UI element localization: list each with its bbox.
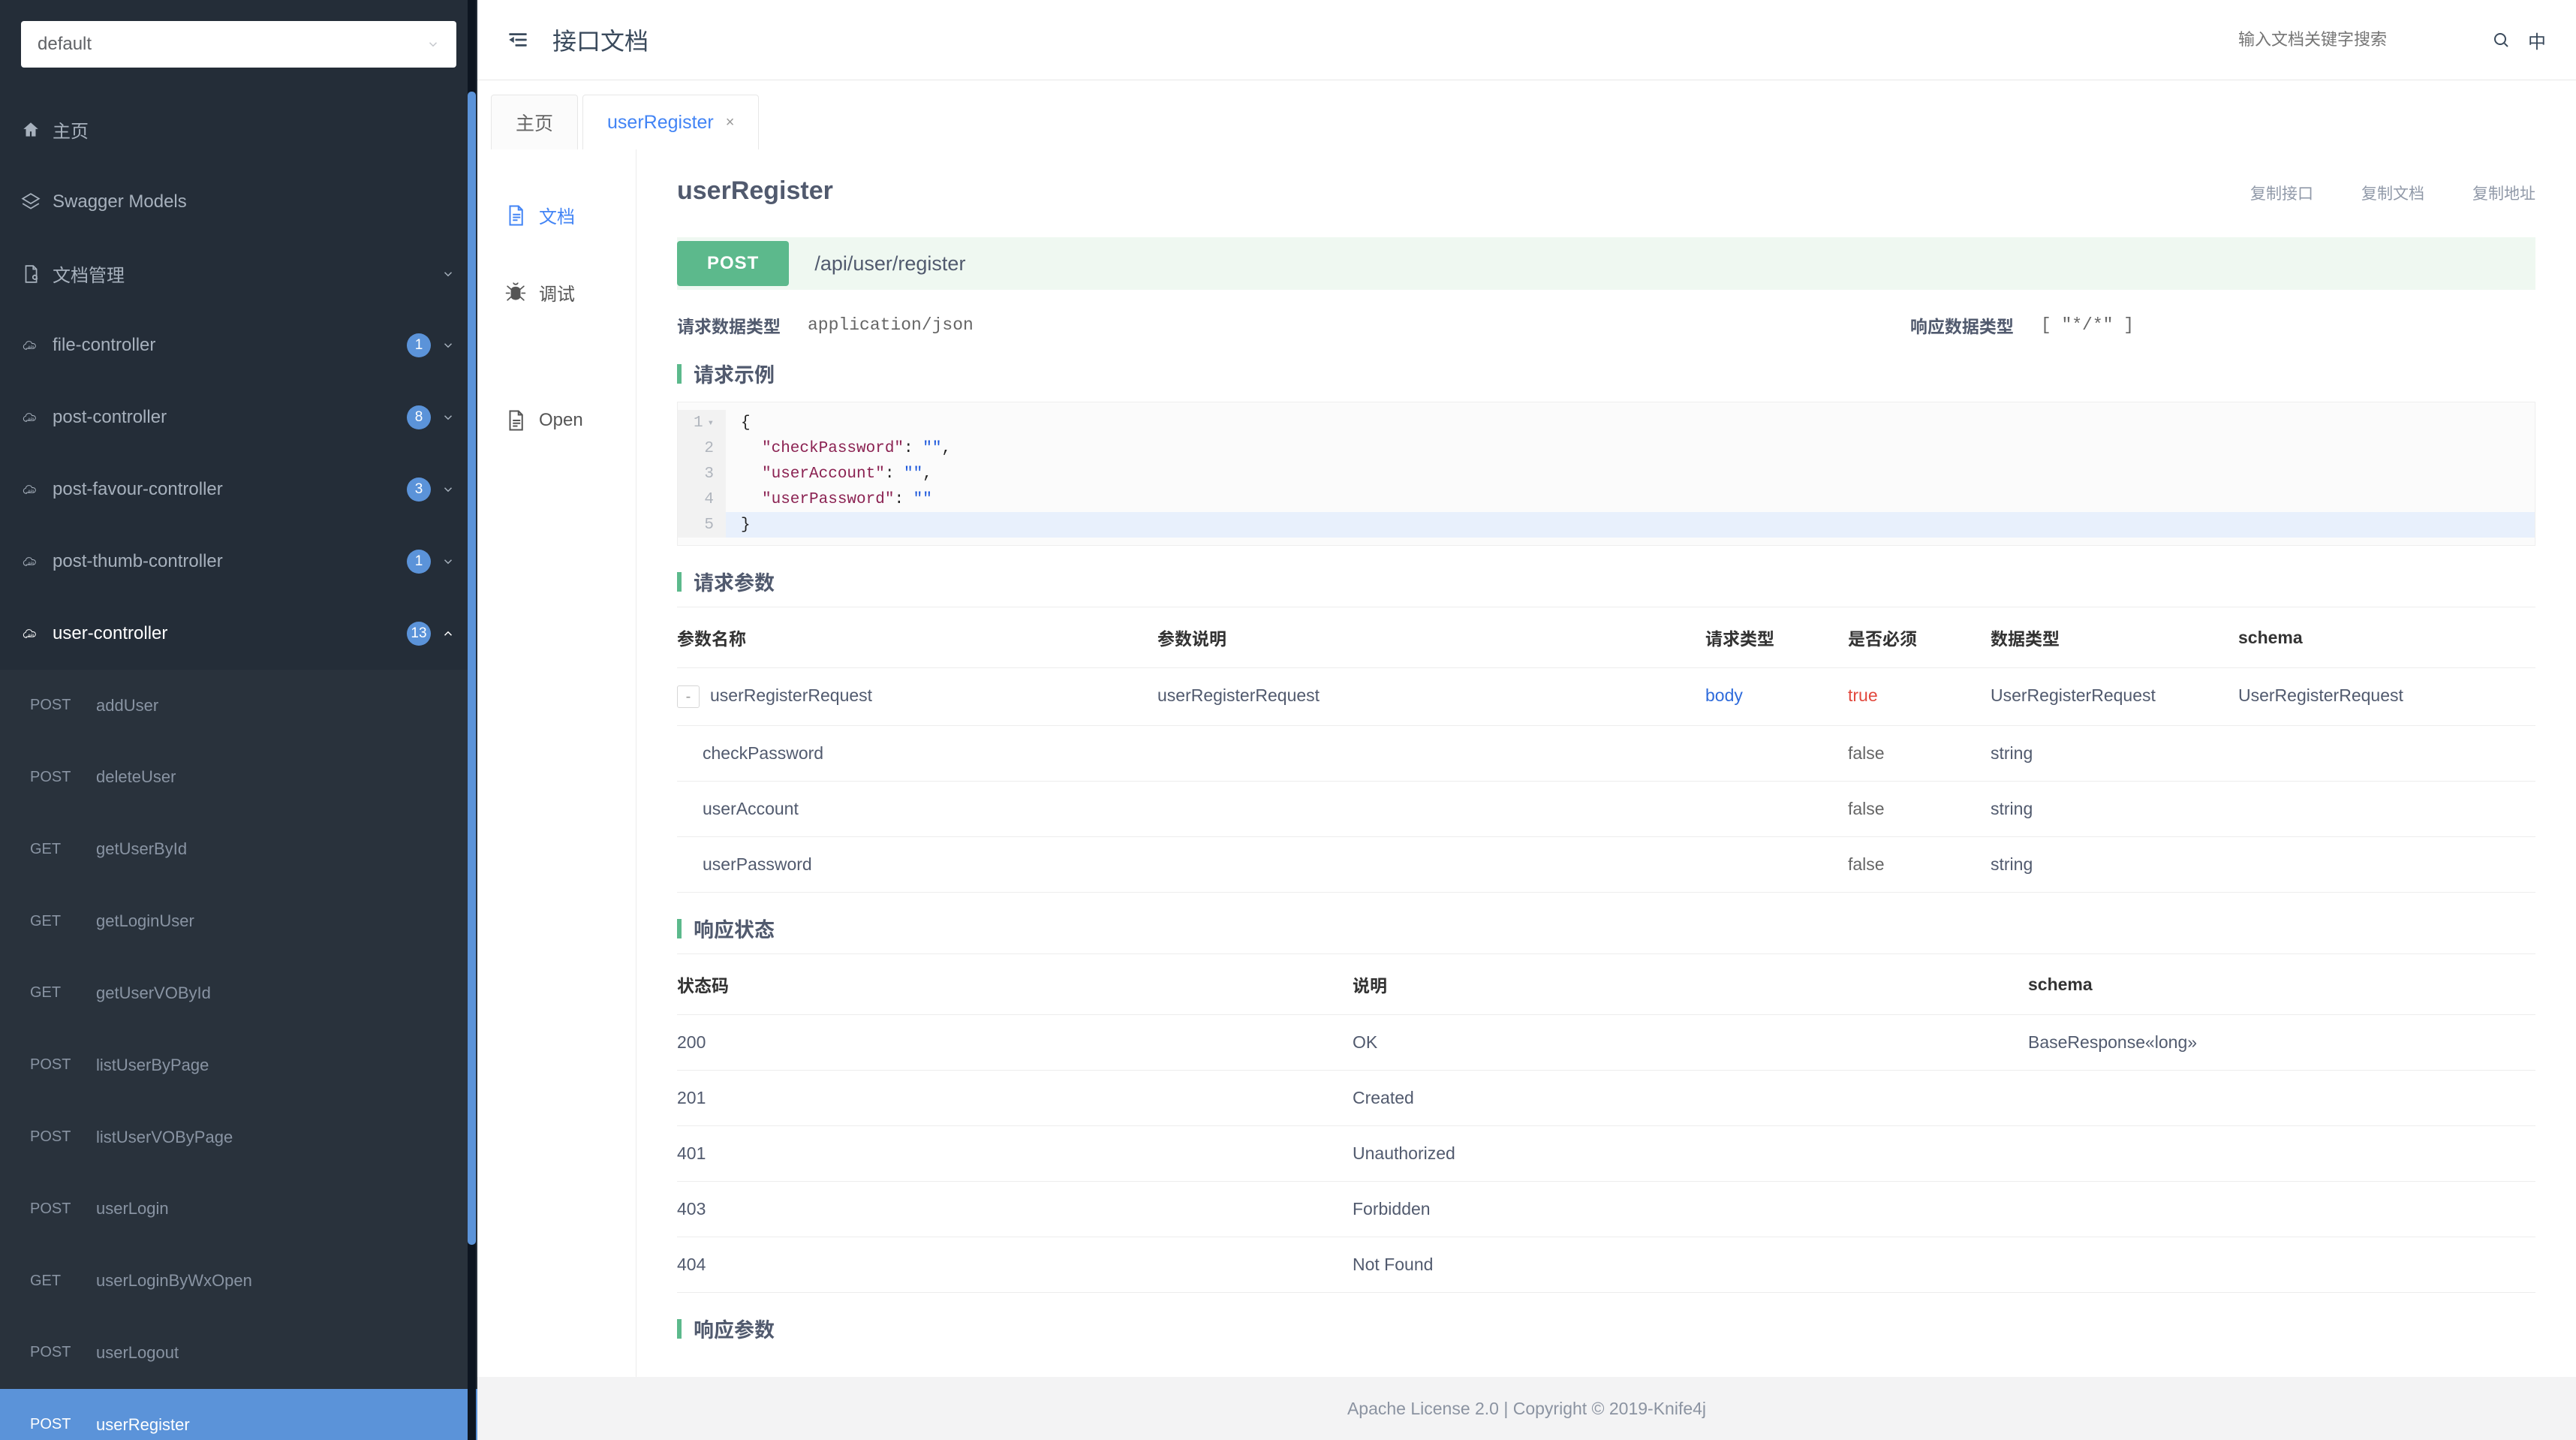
svg-text:API: API	[27, 346, 35, 351]
svg-text:API: API	[27, 490, 35, 494]
svg-text:API: API	[27, 562, 35, 566]
svg-text:API: API	[27, 418, 35, 423]
svg-text:API: API	[27, 634, 35, 638]
